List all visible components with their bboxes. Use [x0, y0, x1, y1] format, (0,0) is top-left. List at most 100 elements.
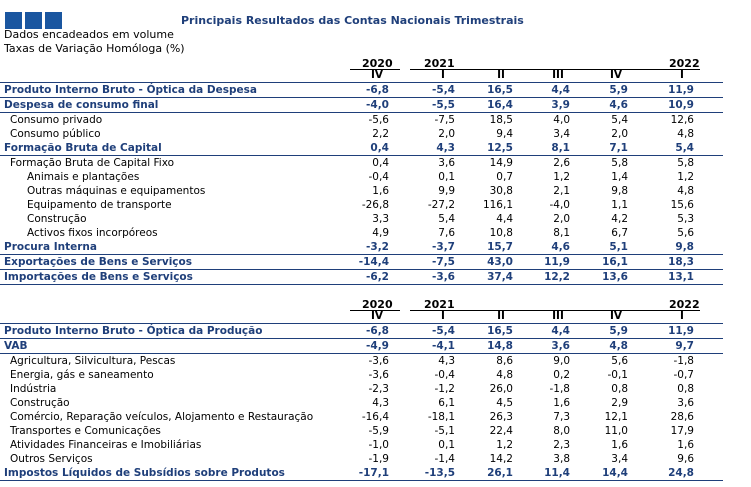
cell-value: 11,9 — [668, 325, 694, 337]
cell-value: 4,4 — [551, 84, 570, 96]
row-label: Consumo privado — [10, 114, 103, 126]
cell-value: 14,8 — [487, 340, 513, 352]
cell-value: 9,8 — [611, 185, 628, 197]
cell-value: 3,6 — [438, 157, 455, 169]
cell-value: -6,8 — [366, 325, 389, 337]
year-label: 2020 — [362, 57, 393, 70]
table-row: Comércio, Reparação veículos, Alojamento… — [0, 410, 723, 424]
row-label: Atividades Financeiras e Imobiliárias — [10, 439, 202, 451]
year-underline — [410, 310, 700, 324]
cell-value: 2,0 — [438, 128, 455, 140]
cell-value: -4,9 — [366, 340, 389, 352]
cell-value: 28,6 — [670, 411, 694, 423]
row-label: Construção — [10, 397, 70, 409]
year-header: 2020 2021 2022 — [0, 298, 723, 311]
cell-value: 5,3 — [677, 213, 694, 225]
table-row: Produto Interno Bruto - Óptica da Produç… — [0, 323, 723, 339]
cell-value: 4,3 — [372, 397, 389, 409]
cell-value: 2,3 — [553, 439, 570, 451]
cell-value: 5,6 — [611, 355, 628, 367]
cell-value: 0,1 — [438, 171, 455, 183]
cell-value: 16,5 — [487, 84, 513, 96]
cell-value: 5,4 — [675, 142, 694, 154]
cell-value: -5,4 — [432, 325, 455, 337]
cell-value: 4,3 — [438, 355, 455, 367]
table-row: Activos fixos incorpóreos 4,9 7,6 10,8 8,1 6,… — [0, 226, 723, 240]
cell-value: 4,9 — [372, 227, 389, 239]
cell-value: 3,6 — [551, 340, 570, 352]
cell-value: 2,0 — [553, 213, 570, 225]
cell-value: 12,5 — [487, 142, 513, 154]
cell-value: 0,4 — [372, 157, 389, 169]
table-row: Construção 4,3 6,1 4,5 1,6 2,9 3,6 — [0, 396, 723, 410]
cell-value: 9,4 — [496, 128, 513, 140]
cell-value: 12,1 — [604, 411, 628, 423]
cell-value: -5,1 — [434, 425, 456, 437]
cell-value: 4,5 — [496, 397, 513, 409]
cell-value: 5,8 — [611, 157, 628, 169]
cell-value: 1,2 — [553, 171, 570, 183]
row-label: VAB — [4, 340, 28, 352]
cell-value: -26,8 — [361, 199, 389, 211]
row-label: Importações de Bens e Serviços — [4, 271, 193, 283]
cell-value: 5,4 — [611, 114, 628, 126]
cell-value: 116,1 — [482, 199, 513, 211]
logo — [5, 12, 62, 29]
cell-value: 13,1 — [668, 271, 694, 283]
cell-value: -2,3 — [368, 383, 390, 395]
cell-value: 4,2 — [611, 213, 628, 225]
cell-value: 4,3 — [436, 142, 455, 154]
cell-value: 0,1 — [438, 439, 455, 451]
year-underline — [410, 69, 700, 83]
cell-value: 1,6 — [677, 439, 694, 451]
cell-value: 15,7 — [487, 241, 513, 253]
cell-value: 4,4 — [551, 325, 570, 337]
cell-value: 26,1 — [487, 467, 513, 479]
table-row: Indústria -2,3 -1,2 26,0 -1,8 0,8 0,8 — [0, 382, 723, 396]
quarter-header: IV I II III IV I — [0, 69, 723, 82]
year-header: 2020 2021 2022 — [0, 57, 723, 70]
cell-value: 4,8 — [496, 369, 513, 381]
cell-value: 14,2 — [489, 453, 513, 465]
cell-value: 3,4 — [553, 128, 570, 140]
table-row: Outros Serviços -1,9 -1,4 14,2 3,8 3,4 9,6 — [0, 452, 723, 466]
cell-value: 0,8 — [611, 383, 628, 395]
cell-value: -6,8 — [366, 84, 389, 96]
year-underline — [350, 69, 400, 83]
cell-value: -16,4 — [361, 411, 389, 423]
cell-value: 1,1 — [611, 199, 628, 211]
cell-value: 4,6 — [551, 241, 570, 253]
cell-value: 17,9 — [670, 425, 694, 437]
row-label: Produto Interno Bruto - Óptica da Despes… — [4, 84, 257, 96]
quarter-label: IV — [370, 310, 384, 322]
logo-block — [5, 12, 22, 29]
cell-value: 5,8 — [677, 157, 694, 169]
row-label: Consumo público — [10, 128, 101, 140]
quarter-label: I — [680, 69, 684, 81]
quarter-label: I — [680, 310, 684, 322]
cell-value: 5,1 — [609, 241, 628, 253]
table-row: Impostos Líquidos de Subsídios sobre Pro… — [0, 466, 723, 481]
cell-value: -17,1 — [358, 467, 389, 479]
quarter-label: IV — [370, 69, 384, 81]
cell-value: 8,0 — [553, 425, 570, 437]
cell-value: 3,3 — [372, 213, 389, 225]
row-label: Formação Bruta de Capital — [4, 142, 162, 154]
cell-value: 4,8 — [677, 128, 694, 140]
cell-value: 1,2 — [677, 171, 694, 183]
cell-value: -3,7 — [432, 241, 455, 253]
cell-value: 7,1 — [609, 142, 628, 154]
page-title: Principais Resultados das Contas Naciona… — [181, 14, 524, 27]
row-label: Exportações de Bens e Serviços — [4, 256, 192, 268]
year-label: 2021 — [424, 298, 455, 311]
cell-value: 5,9 — [609, 325, 628, 337]
table-row: Formação Bruta de Capital Fixo 0,4 3,6 14,9… — [0, 156, 723, 170]
table-despesa: 2020 2021 2022 IV I II III IV I Produto Inter… — [0, 57, 723, 285]
row-label: Animais e plantações — [27, 171, 140, 183]
row-label: Produto Interno Bruto - Óptica da Produç… — [4, 325, 263, 337]
cell-value: -1,8 — [549, 383, 571, 395]
cell-value: 4,4 — [496, 213, 513, 225]
cell-value: -13,5 — [424, 467, 455, 479]
table-producao: 2020 2021 2022 IV I II III IV I Produto Inter… — [0, 298, 723, 481]
cell-value: -3,2 — [366, 241, 389, 253]
